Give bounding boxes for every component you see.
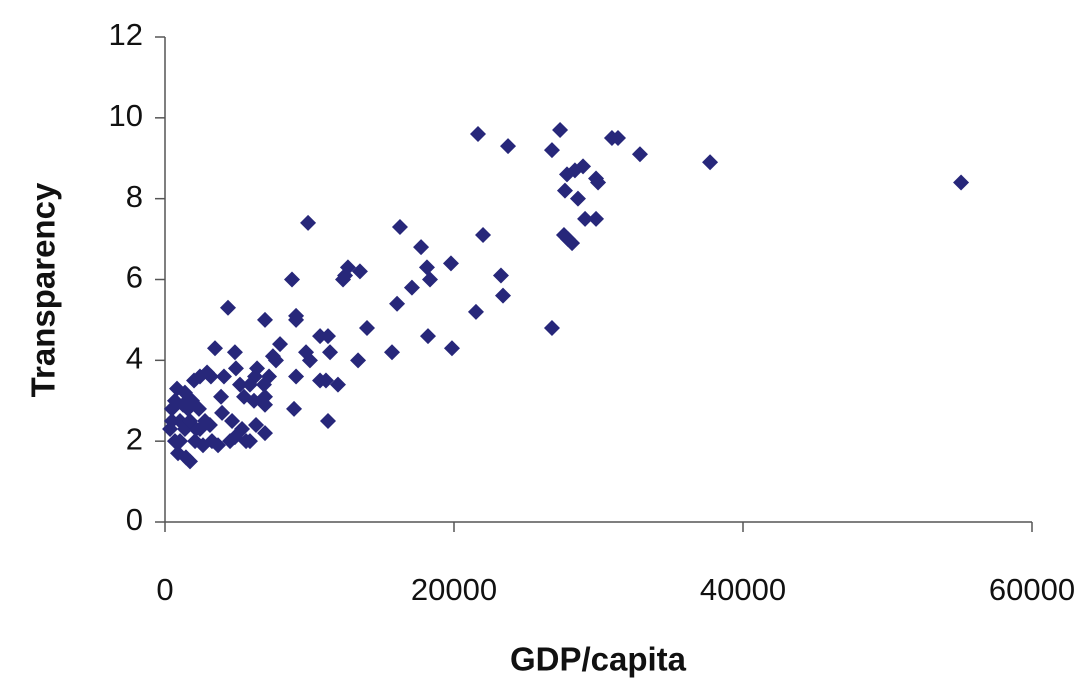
data-point (494, 287, 511, 304)
data-point (337, 267, 354, 284)
x-tick-label: 20000 (411, 572, 497, 607)
data-point (300, 214, 317, 231)
data-point (475, 227, 492, 244)
x-axis-title: GDP/capita (510, 641, 687, 678)
data-point (272, 336, 289, 353)
data-point (418, 259, 435, 276)
y-tick-label: 12 (109, 17, 143, 52)
data-point (172, 433, 189, 450)
data-point (588, 210, 605, 227)
data-point (610, 130, 627, 147)
data-point (492, 267, 509, 284)
data-point (443, 340, 460, 357)
data-point (224, 412, 241, 429)
data-point (419, 328, 436, 345)
data-point (181, 453, 198, 470)
data-point (234, 421, 251, 438)
data-point (206, 340, 223, 357)
data-point (301, 352, 318, 369)
data-point (256, 425, 273, 442)
data-point (329, 376, 346, 393)
data-point (181, 412, 198, 429)
data-point (286, 400, 303, 417)
data-point (322, 344, 339, 361)
data-point (631, 146, 648, 163)
data-point (391, 218, 408, 235)
data-point (231, 376, 248, 393)
data-point (577, 210, 594, 227)
data-point (467, 303, 484, 320)
y-tick-label: 8 (126, 179, 143, 214)
data-point (248, 417, 265, 433)
data-point (543, 142, 560, 159)
x-tick-label: 40000 (700, 572, 786, 607)
data-point (590, 174, 607, 191)
data-point (953, 174, 970, 191)
data-point (264, 348, 281, 365)
data-point (186, 372, 203, 389)
y-axis-title: Transparency (25, 182, 62, 397)
data-point (284, 271, 301, 288)
data-point (241, 376, 258, 393)
y-tick-label: 2 (126, 421, 143, 456)
data-point (384, 344, 401, 361)
data-point (227, 360, 244, 377)
data-point (469, 126, 486, 142)
data-point (575, 158, 592, 175)
data-point (319, 412, 336, 429)
data-point (220, 299, 237, 316)
data-point (422, 271, 439, 288)
data-point (168, 380, 185, 397)
data-point (215, 368, 232, 385)
data-point (564, 235, 581, 252)
data-point (195, 437, 212, 454)
y-tick-label: 4 (126, 341, 143, 376)
data-point (214, 404, 231, 421)
data-point (403, 279, 420, 296)
data-point (350, 352, 367, 369)
data-point (552, 121, 569, 138)
data-point (288, 307, 305, 324)
data-point (351, 263, 368, 280)
data-point (236, 388, 253, 405)
y-tick-label: 10 (109, 98, 143, 133)
x-tick-label: 60000 (989, 572, 1075, 607)
x-tick-label: 0 (156, 572, 173, 607)
y-tick-label: 0 (126, 502, 143, 537)
data-point (288, 368, 305, 385)
data-point (226, 344, 243, 361)
data-point (319, 328, 336, 345)
data-point (238, 433, 255, 450)
data-point (210, 437, 227, 454)
data-point (163, 412, 180, 429)
y-tick-label: 6 (126, 260, 143, 295)
data-point (359, 320, 376, 336)
data-point (190, 400, 207, 417)
data-point (255, 376, 272, 393)
data-point (249, 360, 266, 377)
data-point (413, 239, 430, 256)
data-point (569, 190, 586, 207)
data-point (201, 417, 218, 433)
data-point (543, 320, 560, 336)
data-point (702, 154, 719, 171)
data-point (389, 295, 406, 312)
data-point (556, 182, 573, 199)
data-point (500, 138, 517, 155)
data-point (442, 255, 459, 272)
data-point (256, 311, 273, 328)
data-point (213, 388, 230, 405)
data-point (317, 372, 334, 389)
data-point (199, 364, 216, 381)
